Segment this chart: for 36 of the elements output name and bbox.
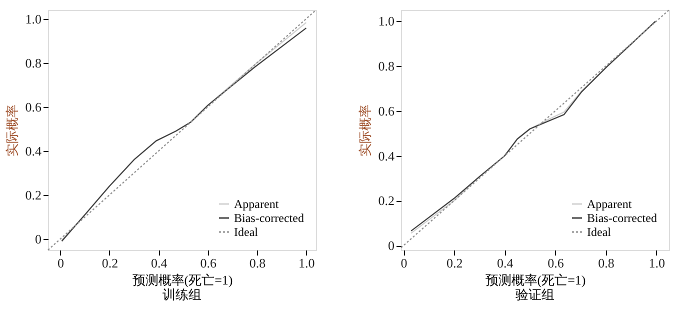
y-tick-label: 0.2 xyxy=(378,193,394,208)
y-tick-label: 1.0 xyxy=(25,11,42,26)
legend-label: Apparent xyxy=(587,197,632,211)
x-axis-title: 预测概率(死亡=1) xyxy=(485,272,586,288)
legend-label: Bias-corrected xyxy=(234,211,304,225)
text: 验证组 xyxy=(516,287,554,302)
x-tick-label: 0.6 xyxy=(200,256,217,270)
x-tick-label: 0.4 xyxy=(151,256,168,270)
x-tick-label: 1.0 xyxy=(298,256,315,270)
legend-label: Bias-corrected xyxy=(587,211,657,225)
x-axis-title: 预测概率(死亡=1) xyxy=(132,272,233,288)
x-tick-label: 0.2 xyxy=(446,256,463,270)
y-tick-label: 0.2 xyxy=(25,187,42,202)
y-tick-label: 0.4 xyxy=(25,143,42,158)
text: 训练组 xyxy=(162,287,202,302)
legend-label: Ideal xyxy=(234,225,259,239)
x-tick-label: 0 xyxy=(58,256,64,270)
y-tick-label: 0.4 xyxy=(378,148,395,164)
y-tick-label: 0 xyxy=(35,231,42,246)
x-tick-label: 0.8 xyxy=(249,256,266,270)
y-tick-label: 0.6 xyxy=(25,99,42,114)
x-tick-label: 1.0 xyxy=(648,256,665,270)
x-tick-label: 0.8 xyxy=(598,256,614,270)
legend-label: Apparent xyxy=(234,197,280,211)
x-tick-label: 0.4 xyxy=(497,256,514,270)
y-tick-label: 0.6 xyxy=(378,103,395,118)
y-tick-label: 0.8 xyxy=(25,55,42,70)
y-axis-title: 实际概率 xyxy=(4,104,20,156)
legend-label: Ideal xyxy=(587,225,612,239)
x-tick-label: 0 xyxy=(400,256,408,270)
y-axis-title: 实际概率 xyxy=(357,104,372,156)
y-tick-label: 0.8 xyxy=(378,58,394,74)
y-tick-label: 0 xyxy=(388,238,394,254)
x-tick-label: 0.6 xyxy=(548,256,564,270)
y-tick-label: 1.0 xyxy=(378,14,394,29)
x-tick-label: 0.2 xyxy=(102,256,118,270)
